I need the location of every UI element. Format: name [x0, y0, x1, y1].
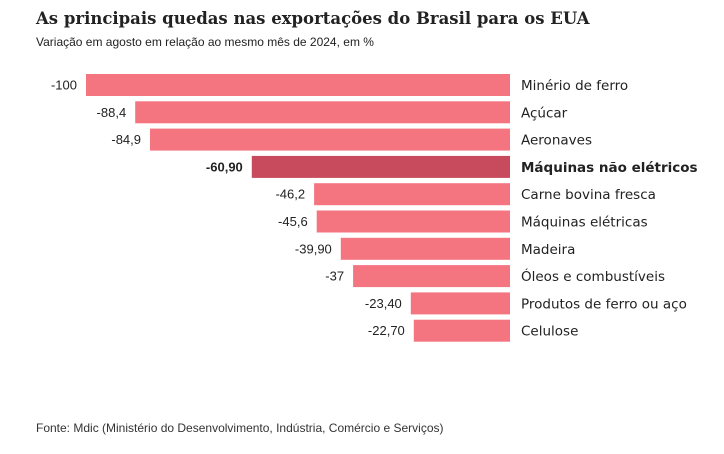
bar-7 — [340, 237, 510, 260]
bar-4 — [251, 155, 511, 178]
bar-8 — [353, 265, 510, 288]
value-label-2: -88,4 — [97, 105, 127, 120]
value-label-7: -39,90 — [295, 241, 332, 256]
value-label-9: -23,40 — [365, 296, 402, 311]
bar-5 — [314, 183, 510, 206]
category-label-5: Carne bovina fresca — [521, 187, 656, 203]
chart-subtitle: Variação em agosto em relação ao mesmo m… — [36, 35, 374, 49]
value-label-5: -46,2 — [275, 187, 305, 202]
category-label-1: Minério de ferro — [521, 78, 628, 94]
value-label-6: -45,6 — [278, 214, 308, 229]
value-label-1: -100 — [51, 78, 77, 93]
category-label-10: Celulose — [521, 324, 578, 340]
category-label-3: Aeronaves — [521, 133, 592, 149]
bar-9 — [410, 292, 510, 315]
category-label-6: Máquinas elétricas — [521, 215, 648, 231]
bar-6 — [316, 210, 510, 233]
category-label-7: Madeira — [521, 242, 575, 258]
category-label-8: Óleos e combustíveis — [521, 267, 665, 285]
bar-10 — [413, 319, 510, 342]
category-label-4: Máquinas não elétricos — [521, 160, 698, 176]
bar-1 — [86, 74, 510, 96]
source-note: Fonte: Mdic (Ministério do Desenvolvimen… — [36, 421, 444, 435]
value-label-10: -22,70 — [368, 323, 405, 338]
category-label-9: Produtos de ferro ou aço — [521, 296, 687, 312]
value-label-3: -84,9 — [111, 132, 141, 147]
bar-3 — [150, 128, 510, 151]
chart-title: As principais quedas nas exportações do … — [36, 9, 590, 28]
value-label-8: -37 — [325, 269, 344, 284]
category-label-2: Açúcar — [521, 105, 568, 121]
bar-2 — [135, 101, 510, 124]
value-label-4: -60,90 — [206, 159, 243, 174]
